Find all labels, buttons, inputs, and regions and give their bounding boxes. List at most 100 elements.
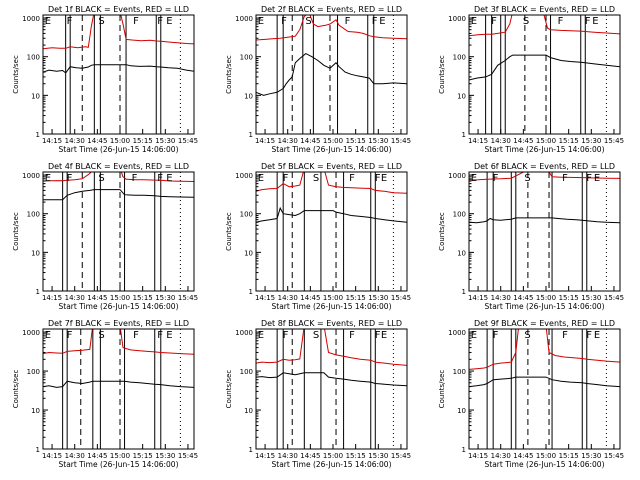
segment-label: F: [67, 16, 73, 27]
y-tick-label: 100: [453, 54, 466, 62]
y-tick-label: 1: [462, 446, 466, 454]
segment-label: S: [313, 330, 319, 341]
x-axis-label: Start Time (26-Jun-15 14:06:00): [485, 302, 605, 311]
x-axis-label: Start Time (26-Jun-15 14:06:00): [59, 302, 179, 311]
x-axis-label: Start Time (26-Jun-15 14:06:00): [485, 460, 605, 469]
segment-label: E: [166, 330, 172, 341]
x-axis-label: Start Time (26-Jun-15 14:06:00): [272, 460, 392, 469]
segment-label: E: [471, 173, 477, 184]
y-tick-label: 10: [457, 92, 466, 100]
panel-title: Det 5f BLACK = Events, RED = LLD: [261, 162, 402, 171]
segment-label: F: [349, 173, 355, 184]
segment-label: F: [562, 330, 568, 341]
events-rate-line: [469, 217, 620, 224]
plot-frame: [255, 171, 408, 292]
y-tick-label: 1: [249, 288, 253, 296]
panel-title: Det 2f BLACK = Events, RED = LLD: [261, 5, 402, 14]
y-axis-label: Counts/sec: [12, 212, 20, 251]
segment-label: F: [372, 16, 378, 27]
segment-label: F: [157, 16, 163, 27]
x-tick-label: 14:30: [491, 294, 511, 302]
events-rate-line: [256, 372, 407, 387]
segment-label: F: [67, 173, 73, 184]
segment-label: F: [281, 16, 287, 27]
lld-rate-line: [469, 172, 620, 181]
panel-title: Det 9f BLACK = Events, RED = LLD: [474, 319, 615, 328]
plot-frame: [255, 328, 408, 450]
segment-label: S: [523, 16, 529, 27]
y-tick-label: 1000: [235, 329, 253, 337]
segment-label: F: [133, 330, 139, 341]
segment-label: F: [345, 16, 351, 27]
lld-rate-line: [469, 329, 620, 370]
y-tick-label: 1000: [22, 172, 40, 180]
lld-rate-line: [43, 172, 194, 182]
y-tick-label: 1000: [22, 15, 40, 23]
x-tick-label: 15:45: [178, 137, 198, 145]
y-tick-label: 10: [244, 249, 253, 257]
plot-frame: [42, 171, 195, 292]
events-rate-line: [256, 206, 407, 223]
y-tick-label: 1: [36, 288, 40, 296]
y-axis-label: Counts/sec: [225, 370, 233, 409]
x-tick-label: 15:30: [581, 452, 601, 460]
segment-label: E: [379, 16, 385, 27]
x-tick-label: 15:15: [346, 294, 366, 302]
x-tick-label: 14:15: [468, 137, 488, 145]
segment-label: F: [493, 173, 499, 184]
y-tick-label: 100: [27, 54, 40, 62]
y-tick-label: 100: [240, 368, 253, 376]
y-tick-label: 100: [27, 211, 40, 219]
x-tick-label: 15:45: [178, 452, 198, 460]
x-tick-label: 15:00: [110, 294, 130, 302]
lld-rate-line: [256, 172, 407, 194]
x-tick-label: 15:45: [391, 294, 411, 302]
segment-label: F: [558, 16, 564, 27]
segment-label: E: [594, 173, 600, 184]
x-tick-label: 14:30: [491, 137, 511, 145]
y-tick-label: 1000: [22, 329, 40, 337]
segment-label: F: [283, 330, 289, 341]
x-tick-label: 14:45: [300, 294, 320, 302]
y-tick-label: 1000: [448, 15, 466, 23]
y-tick-label: 1: [462, 131, 466, 139]
x-tick-label: 14:45: [87, 137, 107, 145]
events-rate-line: [469, 376, 620, 388]
plot-frame: [255, 14, 408, 135]
segment-label: E: [381, 330, 387, 341]
plot-frame: [468, 171, 621, 292]
x-tick-label: 15:00: [536, 294, 556, 302]
y-tick-label: 1: [462, 288, 466, 296]
segment-label: E: [45, 330, 51, 341]
segment-label: S: [524, 330, 530, 341]
x-tick-label: 14:15: [42, 294, 62, 302]
segment-label: F: [375, 173, 381, 184]
plot-frame: [42, 14, 195, 135]
x-tick-label: 15:30: [368, 294, 388, 302]
x-tick-label: 15:00: [323, 137, 343, 145]
x-tick-label: 14:15: [42, 137, 62, 145]
segment-label: F: [157, 330, 163, 341]
x-tick-label: 15:00: [110, 452, 130, 460]
x-tick-label: 14:15: [255, 452, 275, 460]
x-tick-label: 14:30: [65, 294, 85, 302]
x-tick-label: 15:45: [604, 452, 624, 460]
y-axis-label: Counts/sec: [225, 212, 233, 251]
x-tick-label: 14:45: [513, 137, 533, 145]
y-tick-label: 1: [249, 131, 253, 139]
x-axis-label: Start Time (26-Jun-15 14:06:00): [272, 145, 392, 154]
y-tick-label: 100: [240, 54, 253, 62]
y-tick-label: 1: [36, 131, 40, 139]
plot-frame: [42, 328, 195, 450]
y-tick-label: 10: [31, 92, 40, 100]
y-tick-label: 100: [453, 211, 466, 219]
x-tick-label: 14:15: [255, 137, 275, 145]
x-tick-label: 14:30: [278, 452, 298, 460]
x-tick-label: 14:15: [42, 452, 62, 460]
segment-label: E: [592, 16, 598, 27]
x-tick-label: 15:45: [178, 294, 198, 302]
x-tick-label: 15:15: [346, 452, 366, 460]
y-tick-label: 1000: [448, 172, 466, 180]
